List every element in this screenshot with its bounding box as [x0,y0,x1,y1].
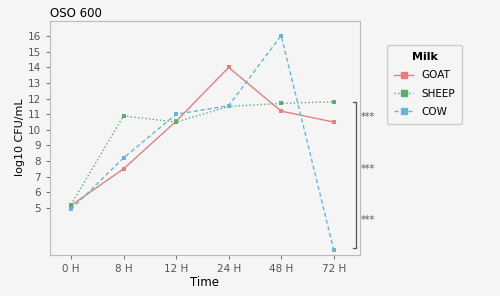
Legend: GOAT, SHEEP, COW: GOAT, SHEEP, COW [387,45,462,124]
Text: ***: *** [361,164,376,174]
Text: ***: *** [361,112,376,122]
Text: OSO 600: OSO 600 [50,7,102,20]
X-axis label: Time: Time [190,276,220,289]
Text: ***: *** [361,215,376,225]
Y-axis label: log10 CFU/mL: log10 CFU/mL [15,99,25,176]
